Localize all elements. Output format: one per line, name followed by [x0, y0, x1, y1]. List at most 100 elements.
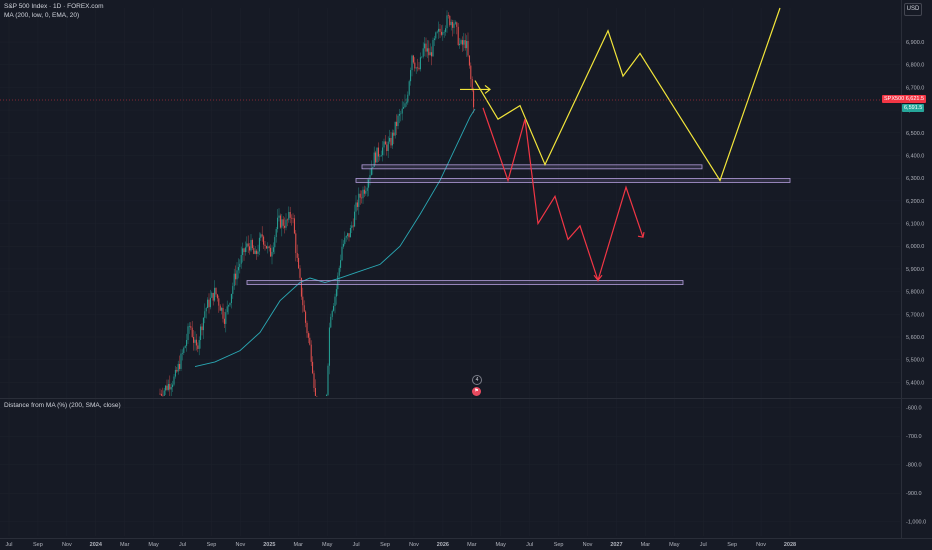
candle-body [363, 189, 365, 194]
candle-body [295, 233, 297, 254]
candle-body [180, 353, 182, 369]
candle-body [200, 326, 202, 340]
price-tick-label: 6,700.0 [906, 85, 924, 91]
candle-body [263, 236, 265, 245]
currency-button[interactable]: USD [904, 3, 922, 16]
time-tick-label: 2026 [437, 542, 449, 548]
candle-body [257, 251, 259, 254]
candle-body [345, 235, 347, 238]
candle-body [253, 248, 255, 254]
time-axis[interactable]: Jul Sep Nov 2024 Mar May Jul Sep Nov 2025 Mar May Ju… [5, 542, 796, 548]
candle-body [368, 179, 370, 188]
candle-body [408, 81, 410, 95]
bear-projection-path[interactable] [482, 107, 644, 283]
indicator-tick-label: -600.0 [906, 406, 922, 412]
candle-body [219, 305, 221, 311]
candle-body [202, 317, 204, 331]
event-badge-icon[interactable]: 4 [472, 375, 482, 385]
candle-body [426, 48, 428, 52]
candle-body [450, 21, 452, 26]
time-tick-label: Mar [120, 542, 130, 548]
time-tick-label: Sep [380, 542, 390, 548]
candle-body [365, 190, 367, 194]
candle-body [436, 31, 438, 33]
time-tick-label: Mar [641, 542, 651, 548]
candle-body [212, 292, 214, 301]
candle-body [438, 28, 440, 32]
candle-body [417, 67, 419, 69]
price-axis[interactable]: 6,900.06,800.06,700.06,600.06,500.06,400… [906, 40, 924, 386]
candle-body [369, 174, 371, 180]
candle-body [373, 152, 375, 167]
candle-body [386, 144, 388, 151]
candle-body [167, 384, 169, 390]
candle-body [372, 166, 374, 169]
bear-arrow-head [593, 232, 645, 282]
candle-body [169, 384, 171, 390]
indicator-legend[interactable]: Distance from MA (%) (200, SMA, close) [4, 402, 121, 409]
indicator-tick-label: -800.0 [906, 463, 922, 469]
earnings-flag-icon[interactable]: ⚑ [472, 387, 481, 396]
candle-body [384, 141, 386, 145]
candle-body [201, 326, 203, 331]
candle-body [401, 108, 403, 114]
candle-body [421, 56, 423, 58]
candle-body [344, 237, 346, 244]
candle-body [159, 393, 161, 395]
time-tick-label: 2025 [263, 542, 275, 548]
candle-body [428, 48, 430, 56]
time-tick-label: 2027 [610, 542, 622, 548]
candle-body [305, 311, 307, 323]
candle-body [432, 39, 434, 57]
pane-divider[interactable] [0, 398, 932, 399]
candle-body [204, 311, 206, 318]
candle-body [442, 32, 444, 35]
candle-body [312, 361, 314, 374]
time-tick-label: Jul [5, 542, 12, 548]
support-zones[interactable] [246, 164, 791, 285]
candle-body [366, 187, 368, 191]
candle-body [251, 240, 253, 249]
candle-body [349, 227, 351, 238]
candle-body [356, 202, 358, 207]
candle-body [461, 40, 463, 45]
candle-body [335, 289, 337, 297]
candle-body [179, 363, 181, 369]
candle-body [218, 298, 220, 306]
candle-body [355, 202, 357, 212]
candle-body [271, 251, 273, 257]
candle-body [177, 363, 179, 372]
candle-body [211, 292, 213, 298]
candle-body [236, 270, 238, 280]
price-tick-label: 5,900.0 [906, 267, 924, 273]
candle-body [293, 218, 295, 234]
candle-body [299, 268, 301, 278]
ma-legend[interactable]: MA (200, low, 0, EMA, 20) [4, 12, 80, 19]
candle-body [242, 248, 244, 255]
time-tick-label: Jul [353, 542, 360, 548]
candle-body [235, 273, 237, 280]
candle-body [264, 244, 266, 246]
symbol-legend[interactable]: S&P 500 Index · 1D · FOREX.com [4, 3, 104, 10]
candle-body [359, 193, 361, 198]
candle-body [453, 23, 455, 28]
candle-body [379, 156, 381, 157]
price-series [159, 10, 475, 397]
axis-separator [901, 0, 902, 538]
bull-projection-path[interactable] [474, 7, 781, 182]
bear-arrow-tip [637, 232, 645, 238]
candle-body [174, 369, 176, 377]
candle-body [194, 339, 196, 343]
candle-body [470, 65, 472, 80]
indicator-axis[interactable]: -600.0 -700.0 -800.0 -900.0 -1,000.0 [906, 406, 926, 526]
candle-body [300, 277, 302, 297]
hint-arrow[interactable] [460, 84, 491, 94]
candle-body [410, 70, 412, 82]
candle-body [429, 52, 431, 56]
candle-body [296, 253, 298, 258]
candle-body [191, 327, 193, 337]
candle-body [334, 296, 336, 306]
candle-body [342, 243, 344, 247]
candle-body [306, 322, 308, 334]
